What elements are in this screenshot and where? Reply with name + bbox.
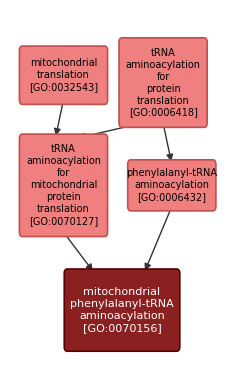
FancyBboxPatch shape [19,46,108,104]
FancyBboxPatch shape [128,160,216,211]
Text: tRNA
aminoacylation
for
mitochondrial
protein
translation
[GO:0070127]: tRNA aminoacylation for mitochondrial pr… [26,144,101,226]
Text: tRNA
aminoacylation
for
protein
translation
[GO:0006418]: tRNA aminoacylation for protein translat… [125,48,201,117]
Text: mitochondrial
translation
[GO:0032543]: mitochondrial translation [GO:0032543] [29,58,98,92]
Text: mitochondrial
phenylalanyl-tRNA
aminoacylation
[GO:0070156]: mitochondrial phenylalanyl-tRNA aminoacy… [70,287,174,333]
Text: phenylalanyl-tRNA
aminoacylation
[GO:0006432]: phenylalanyl-tRNA aminoacylation [GO:000… [126,168,217,202]
FancyBboxPatch shape [119,38,207,127]
FancyBboxPatch shape [64,269,180,351]
FancyBboxPatch shape [19,134,108,237]
